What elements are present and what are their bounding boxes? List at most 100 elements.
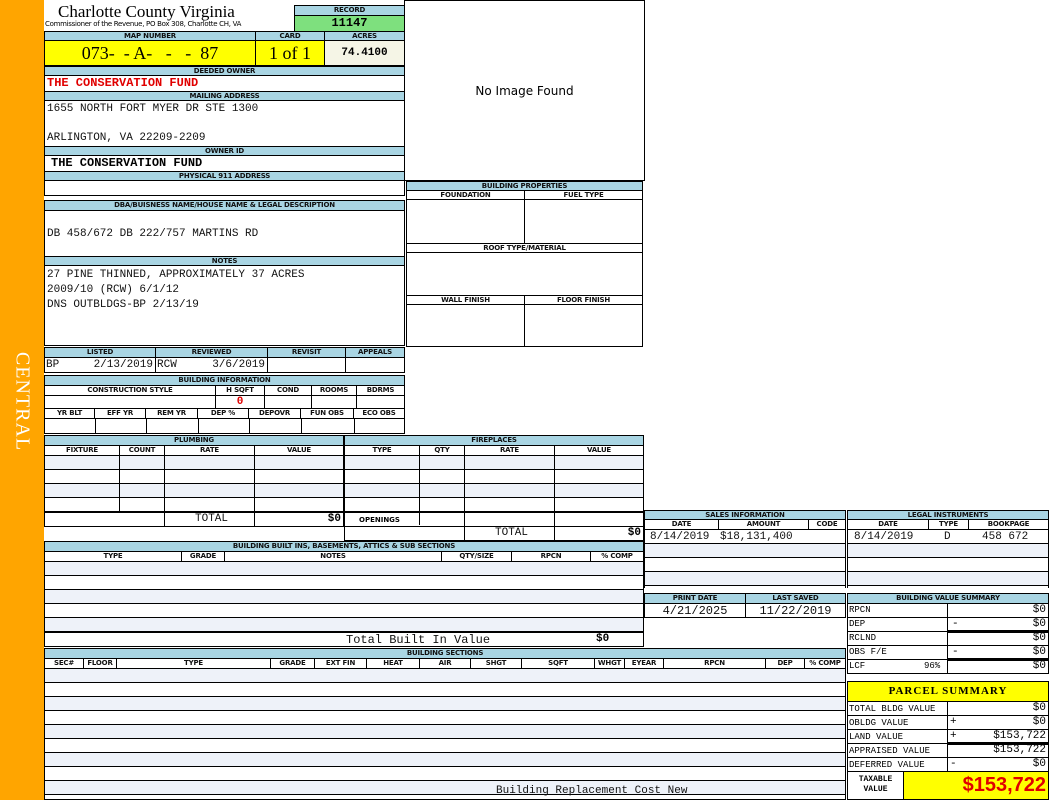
bvs-row-label: LCF — [849, 661, 866, 671]
floor-finish-value — [524, 304, 643, 347]
bvs-row-label: OBS F/E — [849, 647, 887, 657]
appeals-value — [345, 357, 405, 373]
parcel-row-value: $0 — [1032, 716, 1046, 728]
sales-table: DATE AMOUNT CODE 8/14/2019 $18,131,400 — [644, 519, 846, 588]
map-number: 073- - A- - - 87 — [44, 40, 256, 66]
sidebar: CENTRAL — [0, 0, 44, 800]
listed-by: BP — [46, 359, 60, 371]
sec-header: SEC# — [44, 658, 84, 669]
notes-line: DNS OUTBLDGS-BP 2/13/19 — [47, 299, 199, 311]
parcel-row-label: APPRAISED VALUE — [849, 746, 931, 756]
fixture-header: FIXTURE — [44, 445, 120, 456]
address-line-2: ARLINGTON, VA 22209-2209 — [47, 132, 206, 144]
openings-label: OPENINGS — [359, 516, 400, 524]
property-image: No Image Found — [404, 0, 645, 181]
taxable-value: $153,722 — [903, 771, 1049, 800]
notes-line: 27 PINE THINNED, APPROXIMATELY 37 ACRES — [47, 269, 305, 281]
builtins-total: $0 — [596, 633, 610, 645]
bvs-row-label: DEP — [849, 619, 866, 629]
shgt-header: SHGT — [470, 658, 522, 669]
type-header: TYPE — [116, 658, 271, 669]
roof-type-value — [406, 252, 643, 296]
qty-header: QTY — [419, 445, 465, 456]
revisit-value — [267, 357, 346, 373]
bvs-row-value: $0 — [1032, 646, 1046, 658]
notes-line: 2009/10 (RCW) 6/1/12 — [47, 284, 180, 296]
notes-header: NOTES — [224, 551, 442, 562]
bvs-row-op: - — [952, 646, 959, 658]
parcel-row-value: $153,722 — [993, 730, 1046, 742]
fuel-type-value — [524, 199, 643, 244]
bvs-row-value: $0 — [1032, 604, 1046, 616]
sales-amount-header: AMOUNT — [718, 519, 809, 530]
grade-header: GRADE — [181, 551, 225, 562]
bvs-row-op: - — [952, 618, 959, 630]
rooms-value — [311, 395, 357, 409]
legal-description: DB 458/672 DB 222/757 MARTINS RD — [44, 210, 405, 257]
eyear-header: EYEAR — [624, 658, 664, 669]
plumbing-total-label: TOTAL — [195, 513, 229, 525]
parcel-row-label: LAND VALUE — [849, 732, 904, 742]
cond-value — [264, 395, 312, 409]
instrument-type-header: TYPE — [928, 519, 969, 530]
builtins-table: TYPE GRADE NOTES QTY/SIZE RPCN % COMP To… — [44, 551, 644, 647]
wall-finish-value — [406, 304, 525, 347]
plumbing-total: $0 — [327, 513, 341, 525]
bdrms-value — [356, 395, 405, 409]
foundation-value — [406, 199, 525, 244]
mailing-address: 1655 NORTH FORT MYER DR STE 1300 ARLINGT… — [44, 100, 405, 147]
bvs-row-value: $0 — [1032, 632, 1046, 644]
type-header: TYPE — [44, 551, 182, 562]
sections-table: SEC# FLOOR TYPE GRADE EXT FIN HEAT AIR S… — [44, 658, 846, 800]
sales-date-header: DATE — [644, 519, 719, 530]
record-value: 11147 — [294, 15, 405, 32]
no-image-text: No Image Found — [475, 83, 574, 98]
instrument-date: 8/14/2019 — [854, 531, 914, 543]
owner-id: THE CONSERVATION FUND — [44, 155, 405, 172]
address-line-1: 1655 NORTH FORT MYER DR STE 1300 — [47, 103, 259, 115]
instrument-bookpage: 458 672 — [982, 531, 1029, 543]
parcel-row-label: TOTAL BLDG VALUE — [849, 704, 936, 714]
sale-date: 8/14/2019 — [650, 531, 710, 543]
instrument-type: D — [944, 531, 951, 543]
legal-description-text: DB 458/672 DB 222/757 MARTINS RD — [47, 228, 259, 240]
bvs-row-value: $0 — [1032, 618, 1046, 630]
bvs-row-label: RCLND — [849, 633, 877, 643]
instrument-date-header: DATE — [847, 519, 929, 530]
replacement-cost-label: Building Replacement Cost New — [496, 785, 688, 797]
type-header: TYPE — [344, 445, 420, 456]
air-header: AIR — [419, 658, 471, 669]
last-saved: 11/22/2019 — [745, 603, 846, 618]
value-header: VALUE — [554, 445, 644, 456]
taxable-value-label: TAXABLE VALUE — [847, 771, 904, 800]
notes: 27 PINE THINNED, APPROXIMATELY 37 ACRES … — [44, 265, 405, 346]
construction-style-value — [44, 395, 216, 409]
bvs-row-label: RPCN — [849, 605, 871, 615]
building-info-values-row — [44, 418, 405, 434]
page-title: Charlotte County Virginia — [58, 2, 235, 21]
listed-date: 2/13/2019 — [93, 359, 153, 371]
fireplaces-total: $0 — [627, 527, 641, 539]
parcel-row-op: + — [950, 730, 957, 742]
parcel-row-op: + — [950, 716, 957, 728]
builtins-total-label: Total Built In Value — [346, 633, 491, 647]
sale-amount: $18,131,400 — [720, 531, 793, 543]
parcel-row-label: DEFERRED VALUE — [849, 760, 925, 770]
rpcn-header: RPCN — [511, 551, 591, 562]
parcel-row-value: $0 — [1032, 758, 1046, 770]
instruments-table: DATE TYPE BOOKPAGE 8/14/2019 D 458 672 — [847, 519, 1049, 588]
lcf-percent: 96% — [924, 661, 941, 671]
rate-header: RATE — [164, 445, 255, 456]
fireplaces-table: TYPE QTY RATE VALUE OPENINGS TOTAL $0 — [344, 445, 644, 541]
sales-code-header: CODE — [808, 519, 846, 530]
bvs-table: RPCN $0 DEP - $0 RCLND $0 OBS F/E - $0 L… — [847, 603, 1049, 674]
parcel-row-label: OBLDG VALUE — [849, 718, 909, 728]
parcel-row-op: - — [950, 758, 957, 770]
parcel-summary-label: PARCEL SUMMARY — [847, 681, 1049, 702]
reviewed-value: RCW 3/6/2019 — [155, 357, 268, 373]
plumbing-table: FIXTURE COUNT RATE VALUE TOTAL $0 — [44, 445, 344, 527]
card-value: 1 of 1 — [255, 40, 325, 66]
bookpage-header: BOOKPAGE — [968, 519, 1049, 530]
sqft-header: SQFT — [521, 658, 595, 669]
listed-value: BP 2/13/2019 — [44, 357, 156, 373]
